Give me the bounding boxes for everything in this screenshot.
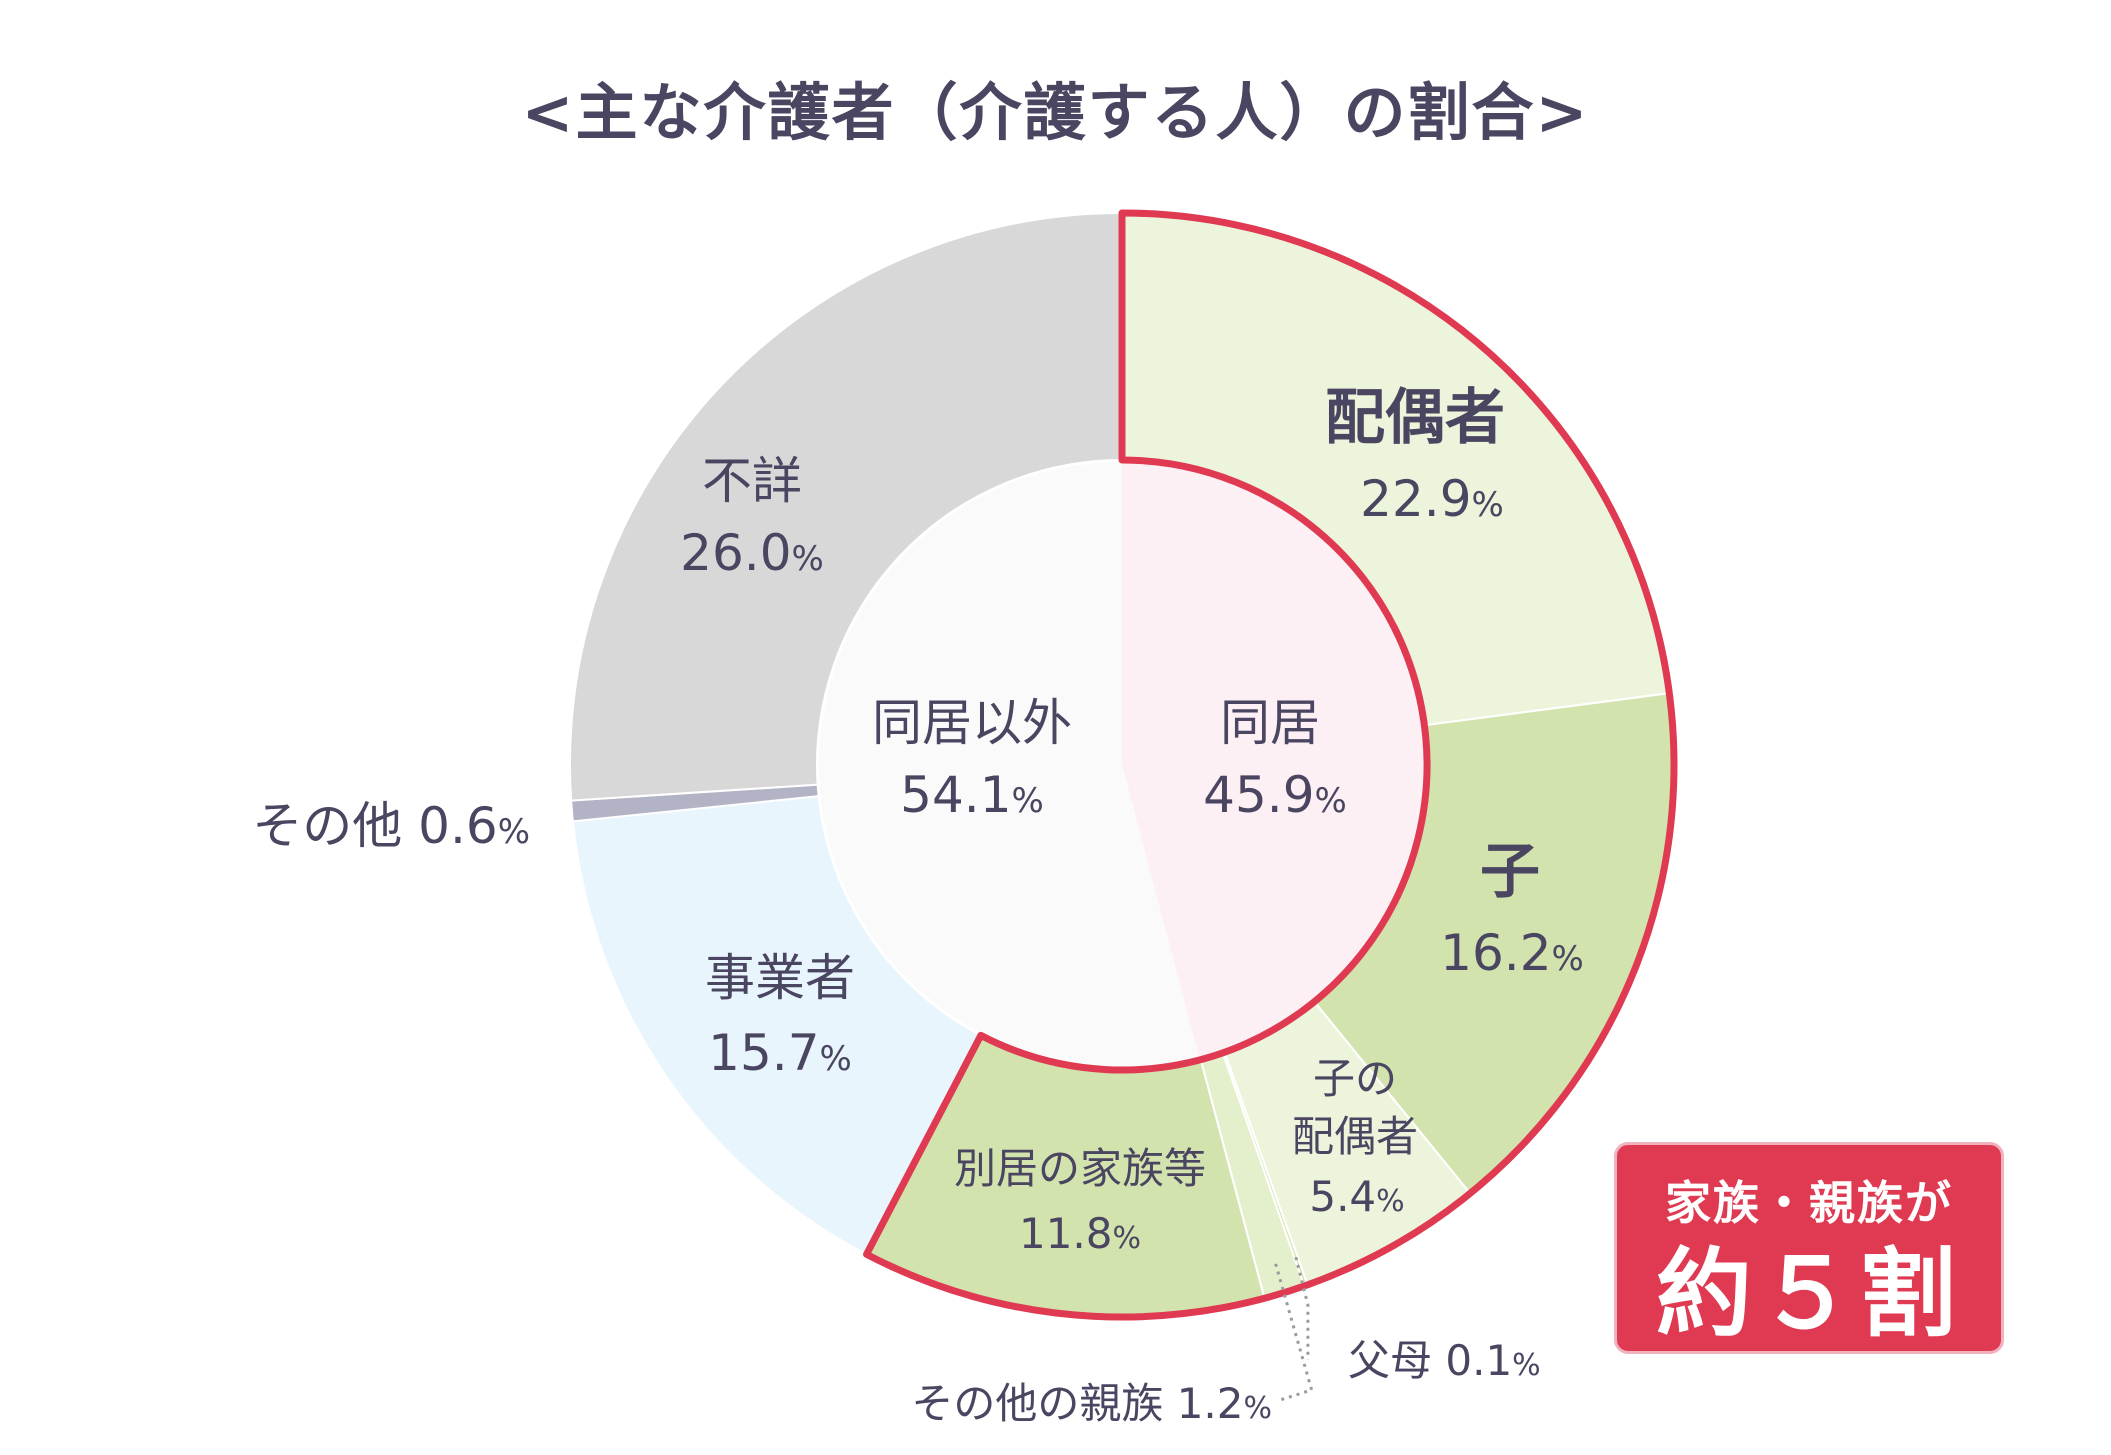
outer-ring — [569, 211, 1675, 1318]
inner-ring — [819, 462, 1426, 1069]
leader-line-other-relatives — [1274, 1263, 1314, 1402]
label-child-name: 子 — [1480, 837, 1540, 907]
family-share-callout: 家族・親族が 約５割 — [1614, 1142, 2004, 1354]
label-cohabiting-name: 同居 — [1220, 694, 1320, 752]
label-other: その他 0.6% — [252, 797, 530, 855]
callout-line2: 約５割 — [1656, 1238, 1962, 1350]
label-unknown-value: 26.0% — [680, 524, 824, 582]
callout-line1: 家族・親族が — [1665, 1176, 1953, 1230]
label-separate-family-name: 別居の家族等 — [954, 1144, 1206, 1193]
label-child-value: 16.2% — [1440, 924, 1584, 982]
label-unknown-name: 不詳 — [702, 452, 802, 510]
outer-slice-8 — [569, 211, 1123, 802]
inner-slice-0 — [1122, 462, 1426, 1059]
label-child-spouse-line1: 子の — [1313, 1054, 1397, 1103]
label-parents: 父母 0.1% — [1348, 1336, 1541, 1385]
leader-lines — [1274, 1256, 1314, 1402]
label-separate-family-value: 11.8% — [1019, 1209, 1141, 1258]
label-cohabiting-value: 45.9% — [1203, 766, 1347, 824]
family-highlight-outline — [863, 209, 1678, 1321]
leader-line-parents — [1294, 1256, 1310, 1360]
label-spouse-name: 配偶者 — [1325, 383, 1505, 453]
label-other-relatives: その他の親族 1.2% — [911, 1379, 1272, 1428]
label-not-cohabiting-name: 同居以外 — [872, 694, 1072, 752]
label-business-name: 事業者 — [705, 949, 855, 1007]
inner-slice-1 — [819, 462, 1200, 1069]
label-business-value: 15.7% — [708, 1024, 852, 1082]
chart-title: <主な介護者（介護する人）の割合> — [521, 76, 1590, 149]
outer-slice-6 — [571, 795, 983, 1256]
label-spouse-value: 22.9% — [1360, 470, 1504, 528]
label-not-cohabiting-value: 54.1% — [900, 766, 1044, 824]
label-child-spouse-line2: 配偶者 — [1292, 1112, 1418, 1161]
label-child-spouse-value: 5.4% — [1309, 1172, 1404, 1221]
